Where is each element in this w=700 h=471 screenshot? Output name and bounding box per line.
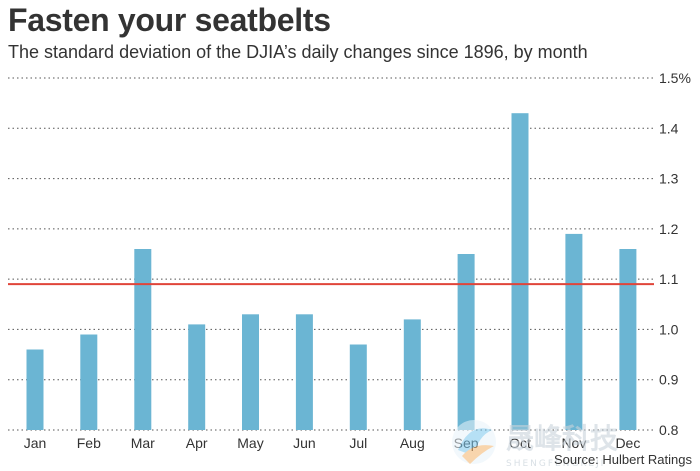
y-tick-label: 1.3 [659, 171, 679, 187]
bar-mar [134, 249, 152, 430]
x-tick-label-jan: Jan [24, 435, 47, 451]
bars [26, 113, 637, 430]
y-tick-label: 1.0 [659, 321, 679, 337]
chart-title: Fasten your seatbelts [8, 2, 331, 38]
y-tick-label: 0.8 [659, 422, 679, 438]
x-tick-label-aug: Aug [400, 435, 425, 451]
bar-feb [80, 334, 98, 430]
bar-jun [295, 314, 313, 430]
bar-jul [349, 344, 367, 430]
y-axis-tick-labels: 0.8 0.9 1.0 1.1 1.2 1.3 1.4 1.5% [659, 70, 691, 438]
bar-oct [511, 113, 529, 430]
chart-subtitle: The standard deviation of the DJIA’s dai… [8, 42, 588, 62]
x-tick-label-dec: Dec [615, 435, 640, 451]
x-axis-category-labels: Jan Feb Mar Apr May Jun Jul Aug Sep Oct Nov Dec [24, 435, 641, 451]
x-tick-label-sep: Sep [454, 435, 479, 451]
x-tick-label-oct: Oct [509, 435, 531, 451]
x-tick-label-jun: Jun [293, 435, 316, 451]
x-tick-label-may: May [237, 435, 263, 451]
x-tick-label-feb: Feb [77, 435, 101, 451]
y-tick-label: 1.4 [659, 120, 679, 136]
bar-apr [188, 324, 206, 430]
bar-sep [457, 254, 475, 430]
x-tick-label-jul: Jul [349, 435, 367, 451]
y-tick-label: 1.2 [659, 221, 679, 237]
bar-nov [565, 233, 583, 430]
y-tick-label: 1.5% [659, 70, 691, 86]
bar-jan [26, 349, 44, 430]
source-note: Source: Hulbert Ratings [553, 452, 692, 467]
bar-may [242, 314, 259, 430]
x-tick-label-mar: Mar [131, 435, 155, 451]
bar-dec [619, 249, 637, 430]
y-tick-label: 1.1 [659, 271, 679, 287]
x-tick-label-apr: Apr [186, 435, 208, 451]
x-tick-label-nov: Nov [561, 435, 586, 451]
grid-lines [8, 77, 654, 431]
y-tick-label: 0.9 [659, 372, 679, 388]
bar-aug [403, 319, 421, 430]
